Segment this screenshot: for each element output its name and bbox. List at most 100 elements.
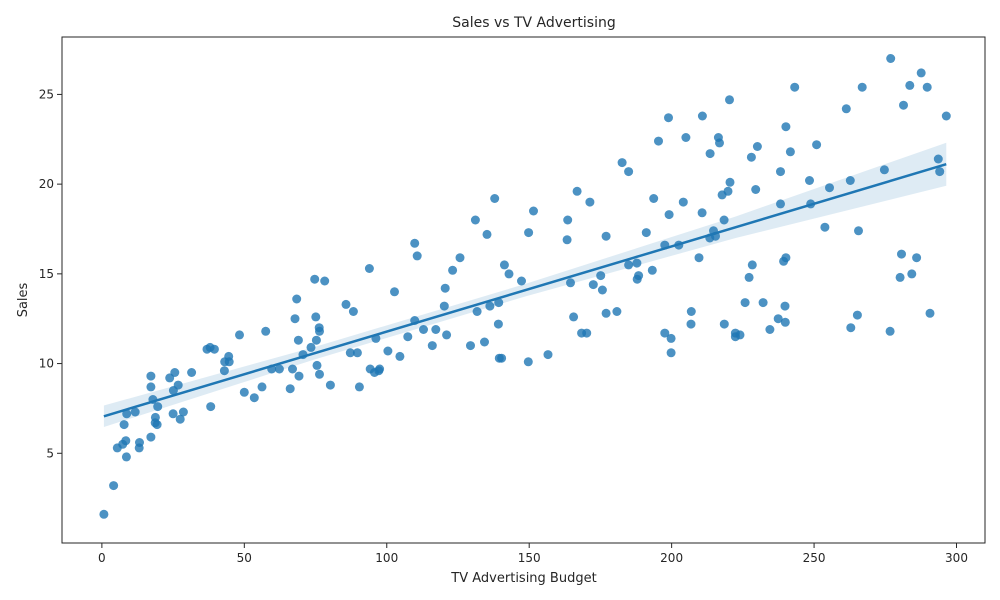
- data-point: [470, 215, 480, 225]
- data-points: [99, 54, 951, 519]
- data-point: [805, 176, 814, 185]
- data-point: [310, 274, 320, 284]
- data-point: [776, 167, 785, 177]
- data-point: [354, 382, 364, 392]
- data-point: [178, 407, 188, 417]
- data-point: [504, 269, 514, 279]
- data-point: [781, 122, 791, 132]
- data-point: [664, 210, 674, 220]
- x-tick-label: 0: [98, 551, 106, 565]
- data-point: [569, 312, 579, 322]
- data-point: [493, 319, 503, 329]
- x-axis-label: TV Advertising Budget: [450, 571, 596, 586]
- data-point: [780, 301, 790, 311]
- data-point: [562, 235, 572, 245]
- x-tick-label: 150: [518, 551, 541, 565]
- data-point: [119, 420, 129, 430]
- data-point: [293, 335, 303, 345]
- data-point: [857, 82, 867, 92]
- data-point: [719, 319, 729, 329]
- data-point: [705, 149, 715, 159]
- data-point: [740, 298, 750, 308]
- data-point: [499, 260, 509, 270]
- data-point: [895, 272, 905, 282]
- data-point: [410, 238, 420, 248]
- data-point: [146, 432, 156, 442]
- data-point: [854, 226, 863, 236]
- data-point: [632, 258, 642, 268]
- data-point: [933, 154, 943, 164]
- data-point: [170, 368, 180, 377]
- data-point: [941, 111, 951, 121]
- x-tick-label: 250: [803, 551, 826, 565]
- confidence-band: [103, 142, 947, 427]
- data-point: [886, 54, 896, 63]
- data-point: [773, 314, 783, 324]
- x-axis-ticks: 0 50 100 150 200 250 300: [98, 543, 968, 565]
- y-tick-label: 5: [46, 446, 54, 460]
- data-point: [524, 228, 534, 238]
- data-point: [439, 301, 449, 311]
- data-point: [390, 287, 399, 297]
- data-point: [485, 301, 495, 311]
- data-point: [285, 384, 295, 394]
- data-point: [765, 325, 775, 334]
- data-point: [723, 186, 733, 196]
- data-point: [311, 335, 321, 345]
- data-point: [427, 341, 437, 351]
- data-point: [624, 260, 634, 270]
- data-point: [776, 199, 785, 209]
- data-point: [697, 208, 707, 218]
- data-point: [257, 382, 267, 392]
- data-point: [249, 393, 259, 403]
- data-point: [897, 249, 906, 259]
- data-point: [566, 278, 575, 288]
- data-point: [785, 147, 795, 157]
- data-point: [735, 330, 745, 340]
- data-point: [466, 341, 475, 351]
- data-point: [601, 308, 611, 318]
- data-point: [121, 452, 131, 462]
- data-point: [678, 197, 688, 207]
- data-point: [175, 414, 185, 424]
- data-point: [109, 481, 119, 491]
- data-point: [641, 228, 651, 238]
- data-point: [935, 167, 945, 177]
- data-point: [341, 299, 351, 309]
- data-point: [219, 366, 229, 376]
- data-point: [440, 283, 450, 293]
- data-point: [320, 276, 330, 286]
- data-point: [364, 264, 374, 273]
- data-point: [375, 364, 385, 374]
- data-point: [588, 280, 598, 290]
- data-point: [431, 325, 441, 334]
- data-point: [916, 68, 926, 78]
- data-point: [315, 369, 324, 379]
- data-point: [150, 412, 160, 422]
- data-point: [455, 253, 465, 263]
- data-point: [480, 337, 489, 347]
- chart-title: Sales vs TV Advertising: [452, 15, 616, 31]
- data-point: [601, 231, 611, 241]
- data-point: [597, 285, 607, 295]
- data-point: [664, 113, 673, 123]
- data-point: [209, 344, 219, 354]
- data-point: [879, 165, 889, 175]
- data-point: [472, 307, 482, 316]
- data-point: [173, 380, 183, 390]
- data-point: [582, 328, 592, 338]
- data-point: [152, 420, 162, 430]
- data-point: [634, 271, 644, 281]
- data-point: [666, 348, 676, 358]
- data-point: [666, 333, 676, 343]
- data-point: [820, 222, 830, 232]
- data-point: [596, 271, 606, 281]
- data-point: [617, 158, 627, 168]
- data-point: [187, 368, 197, 377]
- data-point: [146, 371, 156, 381]
- data-point: [312, 360, 322, 370]
- data-point: [206, 402, 216, 412]
- data-point: [494, 298, 504, 308]
- data-point: [752, 142, 762, 151]
- data-point: [306, 342, 316, 352]
